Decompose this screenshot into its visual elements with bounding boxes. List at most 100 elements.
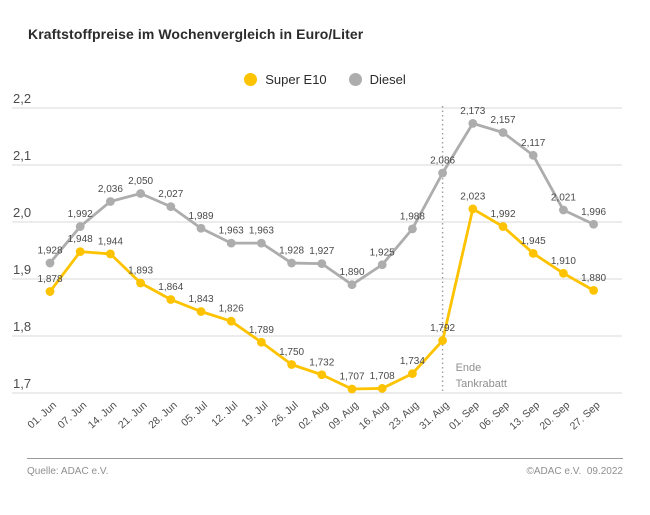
x-axis-tick-label: 31. Aug	[417, 399, 452, 432]
x-axis-tick-label: 14. Jun	[86, 399, 120, 431]
x-axis-tick-label: 05. Jul	[179, 399, 210, 429]
diesel-point	[317, 259, 327, 269]
x-axis-tick-label: 27. Sep	[568, 399, 603, 432]
annotation-ende-tankrabatt: Tankrabatt	[456, 378, 507, 390]
source-note: Quelle: ADAC e.V.	[27, 466, 109, 477]
super-e10-data-label: 1,732	[309, 357, 334, 368]
diesel-point	[528, 150, 538, 160]
y-axis-tick-label: 2,0	[13, 205, 31, 220]
super-e10-data-label: 2,023	[460, 191, 485, 202]
x-axis-tick-label: 09. Aug	[327, 399, 362, 432]
x-axis-tick-label: 28. Jun	[146, 399, 180, 431]
x-axis-tick-label: 07. Jun	[56, 399, 90, 431]
super-e10-point	[166, 295, 176, 304]
diesel-data-label: 2,157	[490, 115, 515, 126]
legend-item-diesel: Diesel	[348, 72, 406, 87]
diesel-point	[438, 168, 447, 178]
diesel-data-label: 1,928	[279, 246, 304, 257]
super-e10-data-label: 1,843	[188, 294, 213, 305]
diesel-data-label: 1,988	[400, 211, 425, 222]
diesel-data-label: 1,996	[581, 207, 606, 218]
legend: Super E10 Diesel	[0, 72, 650, 87]
super-e10-point	[136, 278, 146, 288]
diesel-data-label: 2,117	[521, 138, 546, 149]
diesel-point	[257, 238, 266, 248]
x-axis-tick-label: 19. Jul	[239, 399, 270, 429]
diesel-data-label: 1,963	[249, 226, 274, 237]
diesel-point	[559, 205, 568, 215]
super-e10-point	[347, 384, 357, 394]
diesel-point	[408, 224, 417, 234]
annotation-ende-tankrabatt: Ende	[456, 362, 482, 374]
x-axis-tick-label: 13. Sep	[507, 399, 542, 432]
super-e10-point	[226, 316, 236, 326]
super-e10-data-label: 1,750	[279, 347, 304, 358]
diesel-data-label: 1,963	[219, 226, 244, 237]
super-e10-data-label: 1,826	[219, 304, 244, 315]
super-e10-point	[528, 248, 538, 258]
diesel-point	[347, 280, 357, 290]
diesel-data-label: 1,927	[309, 246, 334, 257]
x-axis-tick-label: 12. Jul	[209, 399, 240, 429]
super-e10-data-label: 1,864	[158, 282, 183, 293]
diesel-point	[75, 222, 85, 231]
super-e10-point	[75, 247, 85, 257]
y-axis-tick-label: 1,7	[13, 376, 31, 391]
super-e10-point	[106, 249, 115, 259]
diesel-point	[287, 258, 296, 268]
diesel-data-label: 2,027	[158, 189, 183, 200]
diesel-point	[226, 238, 236, 248]
diesel-data-label: 1,989	[188, 211, 213, 222]
super-e10-data-label: 1,880	[581, 273, 606, 284]
diesel-point	[498, 128, 508, 137]
diesel-data-label: 2,050	[128, 176, 153, 187]
super-e10-point	[498, 222, 508, 231]
diesel-point	[196, 223, 206, 233]
diesel-point	[377, 260, 387, 270]
legend-label-diesel: Diesel	[369, 72, 406, 87]
footer-divider	[27, 458, 623, 459]
x-axis-tick-label: 23. Aug	[387, 399, 422, 432]
diesel-data-label: 1,928	[37, 246, 62, 257]
super-e10-point	[45, 287, 55, 296]
super-e10-data-label: 1,792	[430, 323, 455, 334]
super-e10-data-label: 1,707	[339, 372, 364, 383]
y-axis-tick-label: 1,9	[13, 262, 31, 277]
super-e10-data-label: 1,708	[370, 371, 395, 382]
legend-label-super-e10: Super E10	[265, 72, 327, 87]
super-e10-point	[438, 336, 447, 345]
x-axis-tick-label: 21. Jun	[116, 399, 150, 431]
diesel-marker-icon	[348, 73, 362, 86]
super-e10-data-label: 1,992	[490, 209, 515, 220]
super-e10-point	[377, 384, 387, 393]
diesel-point	[589, 219, 598, 229]
diesel-data-label: 1,925	[370, 247, 395, 258]
diesel-data-label: 2,173	[460, 106, 485, 117]
x-axis-tick-label: 01. Jun	[25, 399, 59, 431]
diesel-point	[106, 197, 115, 206]
super-e10-point	[196, 307, 206, 316]
super-e10-point	[468, 204, 478, 214]
super-e10-point	[317, 370, 327, 380]
legend-item-super-e10: Super E10	[244, 72, 327, 87]
diesel-data-label: 1,992	[68, 209, 93, 220]
footer: Quelle: ADAC e.V. ©ADAC e.V. 09.2022	[27, 466, 623, 477]
diesel-point	[45, 258, 55, 268]
super-e10-point	[559, 268, 568, 278]
x-axis-tick-label: 20. Sep	[537, 399, 572, 432]
diesel-point	[166, 202, 176, 212]
super-e10-point	[287, 360, 296, 369]
x-axis-tick-label: 26. Jul	[270, 399, 301, 429]
super-e10-data-label: 1,789	[249, 325, 274, 336]
super-e10-point	[257, 337, 266, 347]
diesel-data-label: 1,890	[339, 267, 364, 278]
x-axis-tick-label: 06. Sep	[477, 399, 512, 432]
super-e10-data-label: 1,734	[400, 356, 425, 367]
super-e10-data-label: 1,910	[551, 256, 576, 267]
x-axis-tick-label: 16. Aug	[357, 399, 392, 432]
chart-title: Kraftstoffpreise im Wochenvergleich in E…	[28, 26, 364, 42]
super-e10-data-label: 1,944	[98, 236, 123, 247]
super-e10-point	[589, 286, 598, 295]
super-e10-data-label: 1,893	[128, 265, 153, 276]
